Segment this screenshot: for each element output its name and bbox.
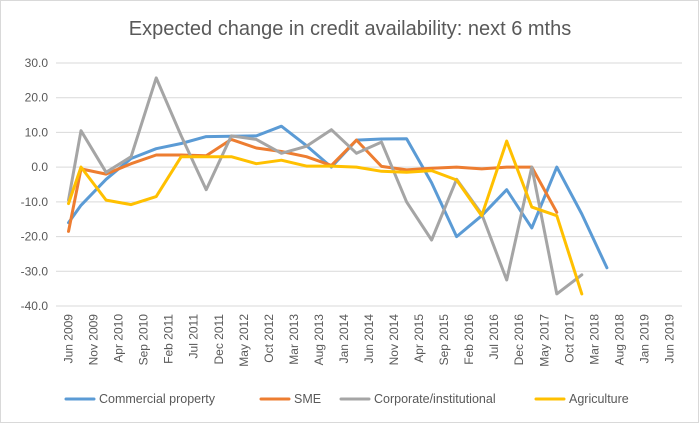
x-tick-label: Apr 2010 xyxy=(112,314,126,363)
x-tick-label: Jul 2016 xyxy=(487,314,501,360)
x-tick-label: Nov 2014 xyxy=(387,314,401,366)
series-line-2 xyxy=(67,76,584,296)
y-tick-label: -20.0 xyxy=(21,230,49,244)
x-tick-label: Jan 2019 xyxy=(637,314,651,364)
x-tick-label: Jun 2014 xyxy=(362,314,376,364)
x-tick-label: Feb 2011 xyxy=(162,314,176,364)
legend-label: SME xyxy=(294,392,321,406)
x-tick-label: Dec 2011 xyxy=(212,314,226,365)
legend-label: Commercial property xyxy=(99,392,216,406)
y-tick-label: -40.0 xyxy=(21,299,49,313)
y-tick-label: 0.0 xyxy=(31,160,48,174)
x-tick-label: Mar 2018 xyxy=(587,314,601,365)
x-axis-ticks: Jun 2009 Nov 2009 Apr 2010 Sep 2010 Feb 2011… xyxy=(62,314,677,367)
y-tick-label: -30.0 xyxy=(21,264,49,278)
x-tick-label: Apr 2015 xyxy=(412,314,426,363)
gridlines xyxy=(56,62,682,307)
x-tick-label: Oct 2012 xyxy=(262,314,276,363)
y-tick-label: 20.0 xyxy=(25,91,49,105)
x-tick-label: May 2012 xyxy=(237,314,251,367)
legend: Commercial property SME Corporate/institut… xyxy=(64,392,629,406)
y-axis-ticks: 30.0 20.0 10.0 0.0 -10.0 -20.0 -30.0 -40.0 xyxy=(21,56,49,313)
series-line-3 xyxy=(67,139,584,296)
x-tick-label: Aug 2013 xyxy=(312,314,326,366)
legend-label: Agriculture xyxy=(569,392,629,406)
x-tick-label: Sep 2010 xyxy=(137,314,151,366)
x-tick-label: Feb 2016 xyxy=(462,314,476,365)
x-tick-label: Dec 2016 xyxy=(512,314,526,366)
x-tick-label: Jun 2009 xyxy=(62,314,76,364)
x-tick-label: Sep 2015 xyxy=(437,314,451,366)
x-tick-label: Jun 2019 xyxy=(662,314,676,364)
x-tick-label: Jul 2011 xyxy=(187,314,201,359)
series-line-1 xyxy=(67,137,559,233)
x-tick-label: Oct 2017 xyxy=(562,314,576,363)
chart-title: Expected change in credit availability: … xyxy=(129,18,571,40)
y-tick-label: -10.0 xyxy=(21,195,49,209)
x-tick-label: Aug 2018 xyxy=(612,314,626,366)
legend-label: Corporate/institutional xyxy=(374,392,496,406)
x-tick-label: Jan 2014 xyxy=(337,314,351,364)
y-tick-label: 10.0 xyxy=(25,125,49,139)
x-tick-label: May 2017 xyxy=(537,314,551,367)
x-tick-label: Nov 2009 xyxy=(87,314,101,366)
x-tick-label: Mar 2013 xyxy=(287,314,301,365)
y-tick-label: 30.0 xyxy=(25,56,49,70)
series-lines xyxy=(67,76,609,296)
